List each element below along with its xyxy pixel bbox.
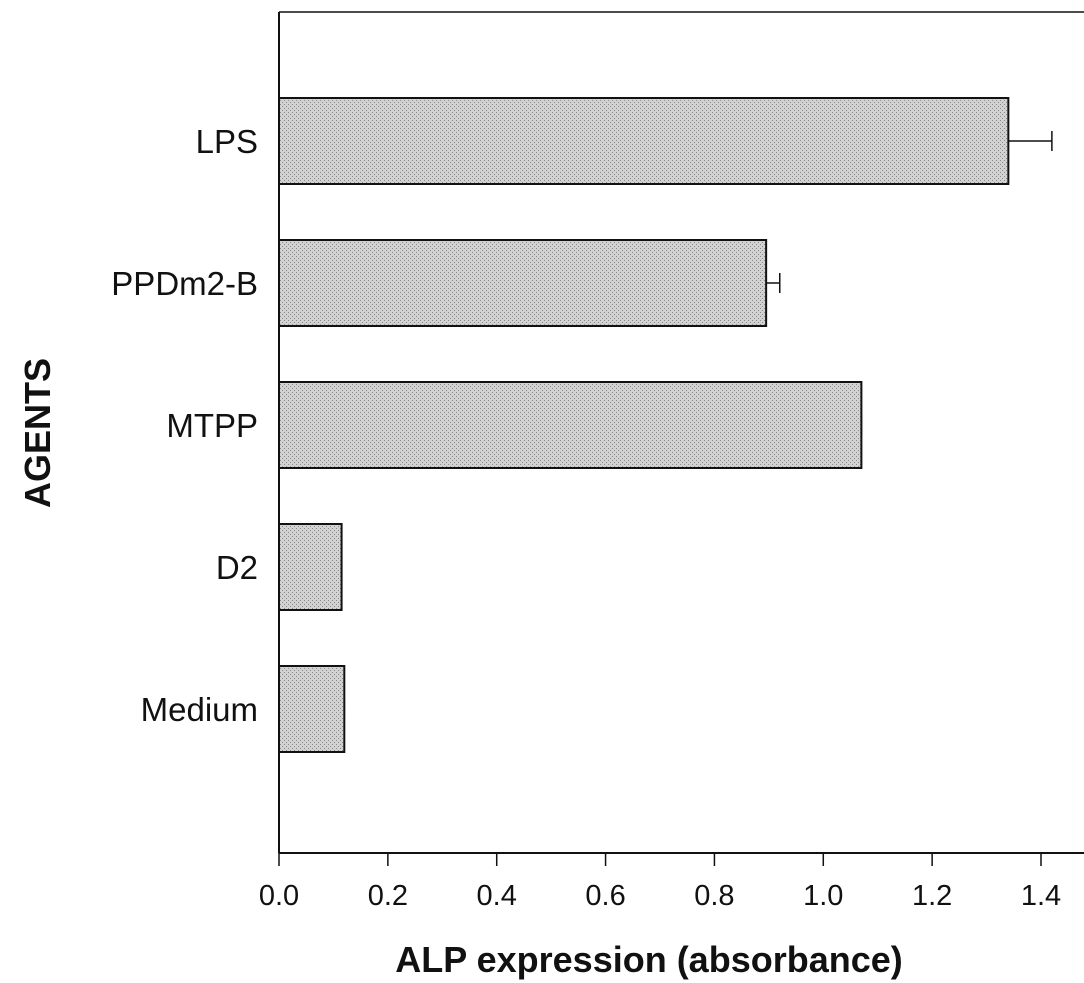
x-axis-title: ALP expression (absorbance): [395, 939, 903, 980]
x-tick-label: 0.4: [477, 880, 517, 912]
category-label: PPDm2-B: [111, 265, 258, 302]
bars-group: [278, 97, 1010, 753]
x-tick-label: 1.4: [1021, 880, 1061, 912]
x-tick-label: 0.0: [259, 880, 299, 912]
bar-mtpp: [278, 381, 863, 469]
bar-ppdm2-b: [278, 239, 768, 327]
category-label: MTPP: [166, 407, 258, 444]
y-axis-title: AGENTS: [17, 358, 58, 508]
x-tick-label: 0.8: [694, 880, 734, 912]
error-bar-ppdm2-b: [766, 273, 781, 293]
category-label: Medium: [141, 691, 258, 728]
bar-d2: [278, 523, 343, 611]
x-ticks-group: 0.0 0.2 0.4 0.6 0.8 1.0 1.2 1.4: [259, 853, 1061, 912]
error-bar-lps: [1008, 131, 1053, 151]
error-bars-group: [340, 131, 1053, 719]
category-label: D2: [216, 549, 258, 586]
bar-medium: [278, 665, 346, 753]
category-labels-group: LPS PPDm2-B MTPP D2 Medium: [111, 123, 258, 728]
x-tick-label: 1.2: [912, 880, 952, 912]
x-tick-label: 0.2: [368, 880, 408, 912]
x-tick-label: 0.6: [585, 880, 625, 912]
bar-lps: [278, 97, 1010, 185]
category-label: LPS: [196, 123, 258, 160]
x-tick-label: 1.0: [803, 880, 843, 912]
